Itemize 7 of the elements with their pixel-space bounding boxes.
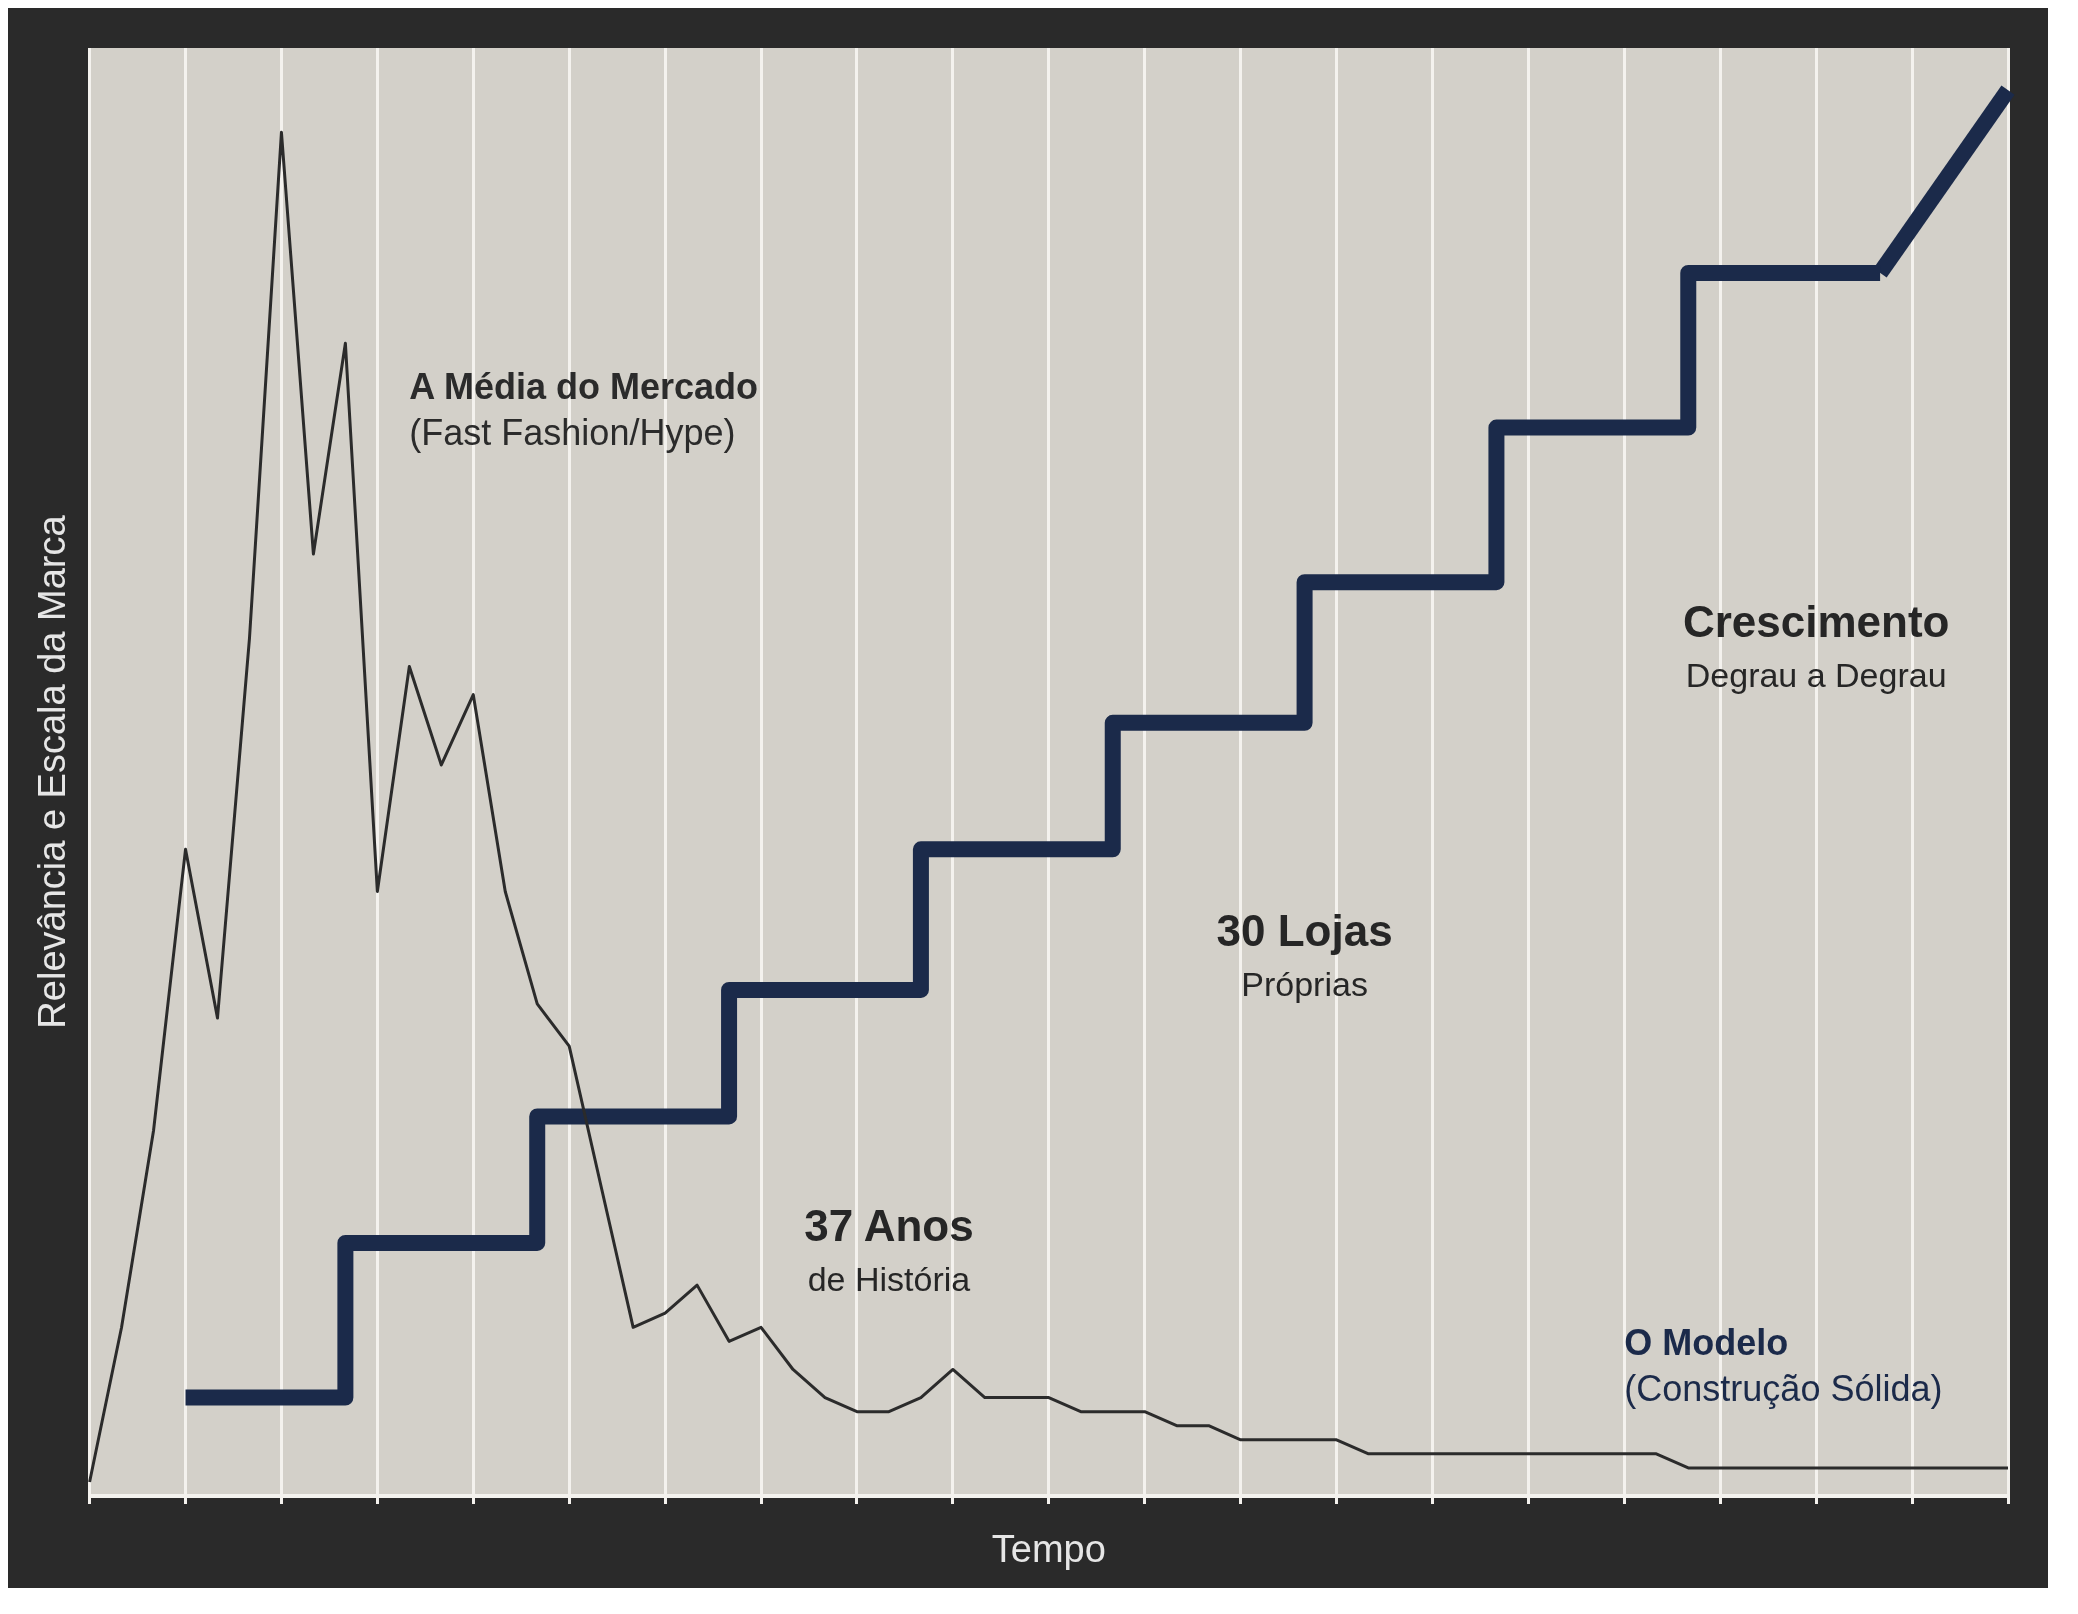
series-label: A Média do Mercado (Fast Fashion/Hype) — [409, 366, 759, 454]
annotation: Crescimento Degrau a Degrau — [1682, 596, 1950, 694]
y-axis-title: Relevância e Escala da Marca — [31, 514, 74, 1029]
x-axis-title: Tempo — [991, 1527, 1106, 1570]
annotation: 30 Lojas Próprias — [1216, 905, 1393, 1004]
annotation: 37 Anos de História — [804, 1201, 974, 1299]
text: O Modelo (Construção Sólida) — [1624, 1322, 1943, 1410]
